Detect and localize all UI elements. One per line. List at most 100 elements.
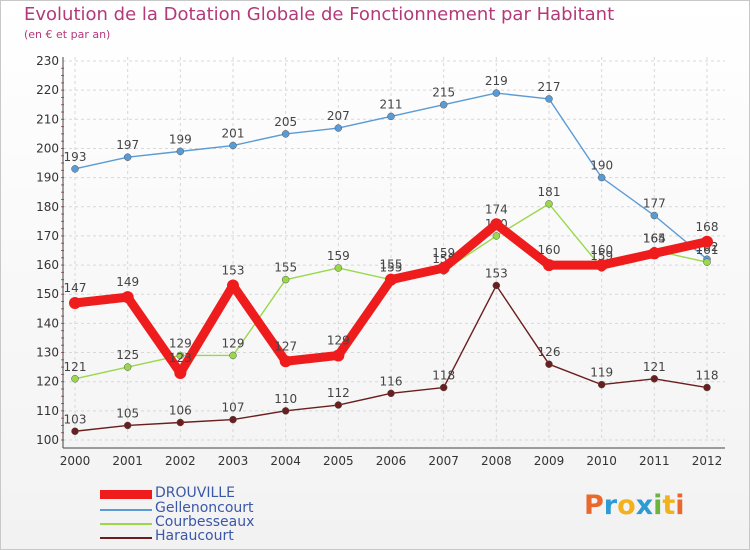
data-point-drouville-2003: [227, 279, 239, 292]
data-label-gellenoncourt-2002: 199: [169, 132, 192, 146]
data-point-courbesseaux-2008: [492, 232, 501, 240]
data-label-gellenoncourt-2011: 177: [643, 197, 666, 211]
chart-subtitle: (en € et par an): [24, 28, 111, 41]
data-point-gellenoncourt-2005: [334, 124, 343, 132]
data-label-courbesseaux-2004: 155: [274, 261, 297, 275]
chart-title: Evolution de la Dotation Globale de Fonc…: [24, 4, 615, 25]
data-point-haraucourt-2001: [123, 421, 132, 430]
x-tick-label-2007: 2007: [428, 454, 459, 468]
data-point-haraucourt-2004: [281, 407, 290, 415]
legend-label-gellenoncourt: Gellenoncourt: [155, 500, 254, 516]
data-label-gellenoncourt-2004: 205: [274, 115, 297, 129]
x-tick-label-2005: 2005: [323, 454, 354, 468]
y-tick-label-200: 200: [36, 141, 59, 155]
data-point-drouville-2006: [385, 273, 397, 286]
data-point-haraucourt-2008: [492, 281, 501, 290]
data-label-haraucourt-2006: 116: [380, 374, 403, 388]
x-tick-label-2010: 2010: [586, 454, 617, 468]
y-tick-label-180: 180: [36, 200, 59, 214]
data-point-courbesseaux-2005: [334, 264, 343, 272]
y-tick-label-160: 160: [36, 258, 59, 272]
data-label-drouville-2004: 127: [274, 339, 297, 353]
y-tick-label-190: 190: [36, 171, 59, 185]
data-label-drouville-2006: 155: [380, 258, 403, 272]
data-point-courbesseaux-2003: [229, 351, 237, 360]
data-point-gellenoncourt-2010: [597, 173, 606, 182]
data-label-courbesseaux-2000: 121: [64, 360, 87, 374]
data-point-gellenoncourt-2004: [281, 130, 290, 138]
data-point-drouville-2002: [174, 366, 187, 379]
data-label-drouville-2009: 160: [538, 243, 561, 257]
data-label-drouville-2003: 153: [222, 263, 245, 277]
data-label-drouville-2000: 147: [64, 281, 87, 295]
data-label-haraucourt-2009: 126: [538, 345, 561, 359]
data-point-drouville-2007: [437, 261, 450, 274]
data-label-courbesseaux-2006: 155: [380, 261, 403, 275]
data-label-drouville-2007: 159: [432, 246, 455, 260]
data-label-courbesseaux-2002: 129: [169, 336, 192, 350]
data-label-courbesseaux-2011: 165: [643, 232, 666, 246]
data-label-haraucourt-2008: 153: [485, 266, 508, 280]
data-label-haraucourt-2012: 118: [696, 369, 719, 383]
data-point-gellenoncourt-2007: [439, 100, 448, 109]
legend-label-drouville: DROUVILLE: [155, 485, 235, 501]
y-tick-label-120: 120: [36, 375, 59, 389]
data-point-gellenoncourt-2001: [123, 153, 132, 161]
data-label-drouville-2005: 129: [327, 333, 350, 347]
y-tick-label-170: 170: [36, 229, 59, 243]
data-label-gellenoncourt-2000: 193: [64, 150, 87, 164]
data-point-gellenoncourt-2003: [229, 141, 237, 150]
logo-letter: r: [603, 490, 618, 521]
data-point-haraucourt-2007: [439, 383, 448, 392]
data-label-drouville-2011: 164: [643, 231, 666, 245]
data-label-haraucourt-2001: 105: [116, 406, 139, 420]
legend-label-haraucourt: Haraucourt: [155, 528, 234, 544]
x-tick-label-2000: 2000: [60, 454, 91, 468]
logo-letter: P: [584, 490, 604, 521]
data-point-courbesseaux-2001: [123, 363, 132, 371]
data-label-haraucourt-2010: 119: [590, 366, 613, 380]
data-point-courbesseaux-2012: [703, 258, 711, 266]
data-point-gellenoncourt-2006: [387, 112, 395, 121]
data-label-haraucourt-2003: 107: [222, 401, 245, 415]
data-point-courbesseaux-2004: [281, 275, 290, 284]
data-point-haraucourt-2011: [650, 375, 659, 383]
y-tick-label-130: 130: [36, 346, 59, 360]
data-point-drouville-2011: [648, 247, 661, 260]
x-tick-label-2001: 2001: [112, 454, 143, 468]
data-point-drouville-2000: [69, 296, 81, 309]
data-point-gellenoncourt-2011: [650, 211, 659, 220]
x-tick-label-2006: 2006: [376, 454, 407, 468]
data-label-drouville-2010: 160: [590, 243, 613, 257]
data-label-gellenoncourt-2008: 219: [485, 74, 508, 88]
data-point-haraucourt-2002: [176, 418, 185, 427]
y-tick-label-100: 100: [36, 433, 59, 447]
legend-label-courbesseaux: Courbesseaux: [155, 514, 255, 530]
data-point-drouville-2010: [595, 259, 608, 272]
data-point-haraucourt-2009: [545, 360, 553, 368]
data-label-drouville-2001: 149: [116, 275, 139, 289]
data-label-gellenoncourt-2007: 215: [432, 86, 455, 100]
legend-swatch-courbesseaux: [100, 523, 152, 525]
data-point-gellenoncourt-2002: [176, 147, 185, 156]
logo-letter: i: [675, 490, 685, 521]
data-label-gellenoncourt-2001: 197: [116, 138, 139, 152]
data-label-courbesseaux-2003: 129: [222, 336, 245, 350]
x-tick-label-2008: 2008: [481, 454, 512, 468]
data-label-drouville-2002: 123: [169, 351, 192, 365]
data-label-gellenoncourt-2010: 190: [590, 159, 613, 173]
data-point-gellenoncourt-2000: [71, 165, 79, 173]
legend-swatch-gellenoncourt: [100, 509, 152, 511]
logo-letter: t: [662, 490, 676, 521]
data-label-haraucourt-2000: 103: [64, 412, 87, 426]
x-tick-label-2009: 2009: [534, 454, 565, 468]
y-tick-label-210: 210: [36, 112, 59, 126]
data-point-drouville-2008: [490, 218, 503, 231]
data-label-courbesseaux-2005: 159: [327, 249, 350, 263]
data-point-gellenoncourt-2009: [545, 95, 553, 103]
data-label-drouville-2008: 174: [485, 202, 508, 216]
legend-swatch-drouville: [100, 490, 152, 499]
y-tick-label-230: 230: [36, 54, 59, 68]
